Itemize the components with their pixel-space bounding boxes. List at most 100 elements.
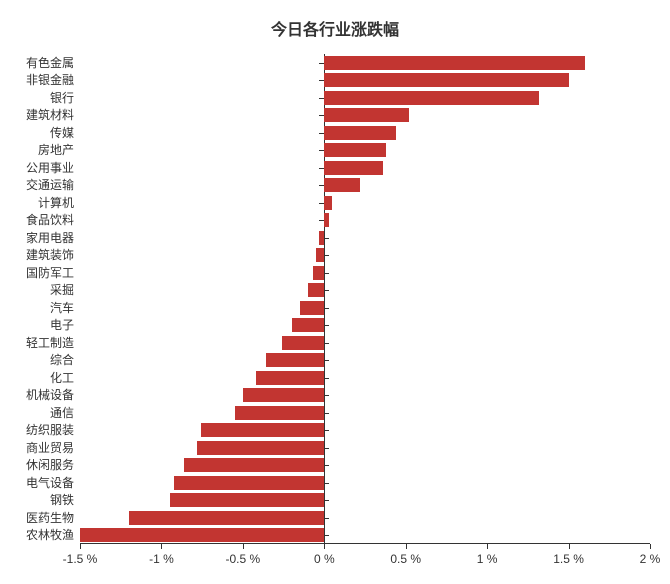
y-tick-label: 汽车 [50,302,80,314]
y-tick [324,238,329,239]
x-tick [569,544,570,549]
y-tick [324,483,329,484]
y-tick-label: 钢铁 [50,494,80,506]
y-tick [324,518,329,519]
y-tick [324,395,329,396]
y-tick-label: 建筑材料 [26,109,80,121]
bar [324,126,396,140]
chart-title: 今日各行业涨跌幅 [0,16,670,40]
y-tick [324,325,329,326]
bar [324,73,568,87]
y-tick-label: 非银金融 [26,74,80,86]
y-tick [324,430,329,431]
y-tick [324,308,329,309]
bar [170,493,325,507]
bar [292,318,325,332]
x-tick [243,544,244,549]
bar [201,423,325,437]
bar [197,441,324,455]
x-tick-label: 0.5 % [390,552,421,566]
y-tick-label: 有色金属 [26,57,80,69]
y-tick-label: 综合 [50,354,80,366]
x-tick-label: -1.5 % [63,552,98,566]
bar [80,528,324,542]
y-tick [319,185,324,186]
y-tick-label: 商业贸易 [26,442,80,454]
bar [324,91,539,105]
y-tick [319,203,324,204]
y-tick-label: 医药生物 [26,512,80,524]
bar [324,56,585,70]
x-tick [80,544,81,549]
y-tick-label: 化工 [50,372,80,384]
y-tick-label: 国防军工 [26,267,80,279]
bar [324,196,332,210]
y-tick [324,290,329,291]
y-tick-label: 计算机 [38,197,80,209]
y-tick-label: 机械设备 [26,389,80,401]
y-tick-label: 通信 [50,407,80,419]
bar [324,143,386,157]
y-tick-label: 银行 [50,92,80,104]
bar [282,336,324,350]
y-tick-label: 房地产 [38,144,80,156]
bar [184,458,324,472]
y-tick-label: 家用电器 [26,232,80,244]
y-tick-label: 食品饮料 [26,214,80,226]
x-tick-label: 1.5 % [553,552,584,566]
y-tick [324,465,329,466]
x-tick-label: 0 % [314,552,335,566]
y-tick-label: 建筑装饰 [26,249,80,261]
bar [324,213,329,227]
bar [308,283,324,297]
chart-container: 今日各行业涨跌幅 -1.5 %-1 %-0.5 %0 %0.5 %1 %1.5 … [0,0,670,584]
y-tick [324,500,329,501]
bar [256,371,324,385]
bar [324,178,360,192]
y-tick [319,115,324,116]
bar [313,266,324,280]
y-tick-label: 纺织服装 [26,424,80,436]
x-tick [324,544,325,549]
bar [324,108,409,122]
bar [316,248,324,262]
y-tick-label: 农林牧渔 [26,529,80,541]
y-tick [319,63,324,64]
y-tick [324,378,329,379]
y-tick [324,360,329,361]
y-tick [324,255,329,256]
y-tick [324,273,329,274]
x-tick-label: 2 % [640,552,661,566]
x-tick [650,544,651,549]
x-tick-label: -1 % [149,552,174,566]
x-tick-label: 1 % [477,552,498,566]
x-axis [80,543,650,544]
y-tick-label: 轻工制造 [26,337,80,349]
y-tick [324,343,329,344]
bar [174,476,324,490]
bar [266,353,325,367]
y-tick [319,168,324,169]
x-tick-label: -0.5 % [226,552,261,566]
y-tick-label: 电子 [50,319,80,331]
y-tick [324,413,329,414]
y-tick [324,535,329,536]
bar [129,511,324,525]
y-tick-label: 交通运输 [26,179,80,191]
y-tick-label: 传媒 [50,127,80,139]
bar [243,388,324,402]
bar [300,301,324,315]
y-tick [319,133,324,134]
y-tick-label: 公用事业 [26,162,80,174]
y-tick [319,80,324,81]
y-tick [319,150,324,151]
plot-area: -1.5 %-1 %-0.5 %0 %0.5 %1 %1.5 %2 %有色金属非… [80,54,650,544]
x-tick [406,544,407,549]
y-tick-label: 休闲服务 [26,459,80,471]
y-tick [324,448,329,449]
y-tick-label: 采掘 [50,284,80,296]
y-tick [319,98,324,99]
y-tick-label: 电气设备 [26,477,80,489]
y-tick [319,220,324,221]
bar [235,406,325,420]
